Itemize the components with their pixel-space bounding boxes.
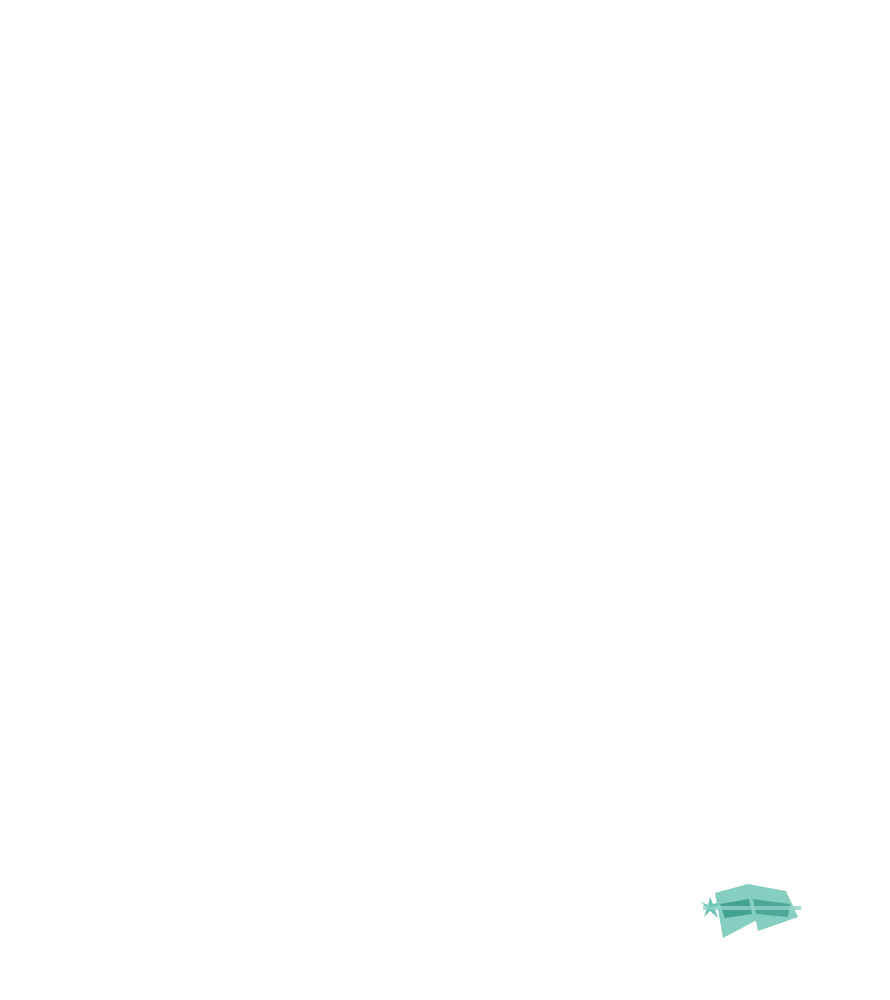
geoscope-logo [701, 884, 801, 938]
logo-trace-stripe [703, 906, 801, 910]
